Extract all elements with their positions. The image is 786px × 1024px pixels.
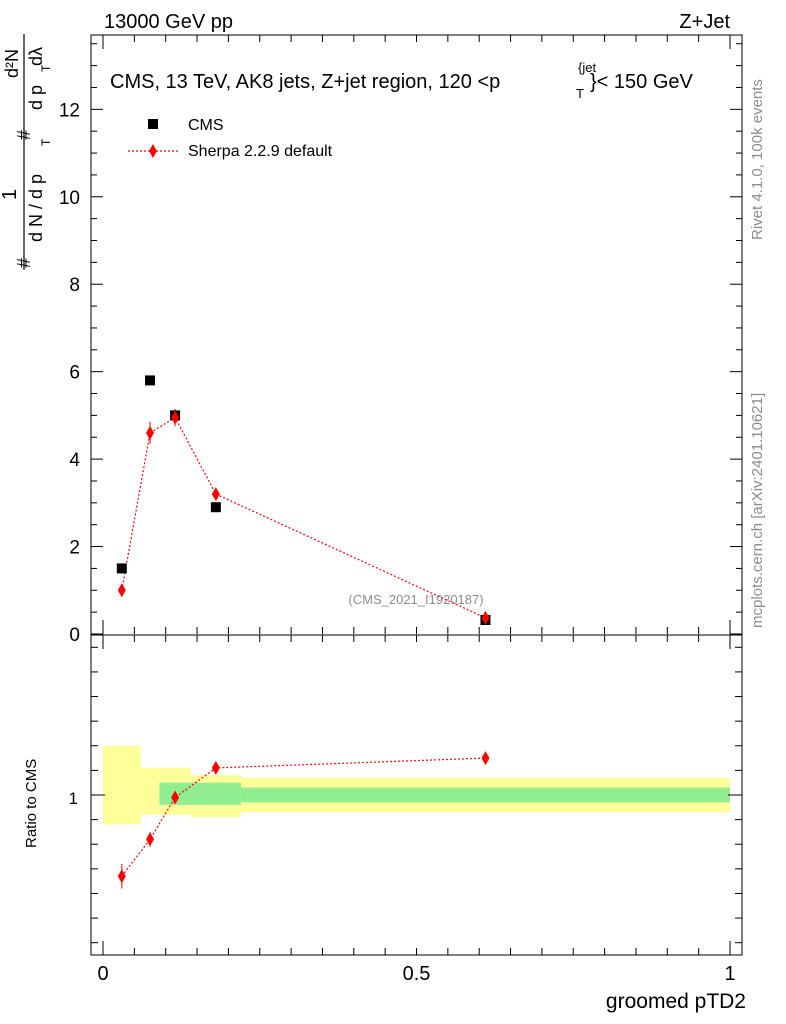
svg-text:d p: d p	[26, 85, 46, 110]
svg-text:dλ: dλ	[26, 47, 46, 66]
svg-text:{jet: {jet	[578, 60, 596, 75]
sherpa-point	[146, 425, 155, 440]
ratio-ylabel: Ratio to CMS	[23, 759, 40, 848]
sherpa-point	[211, 487, 220, 502]
ratio-bands	[103, 745, 730, 825]
x-tick-label: 0	[97, 963, 108, 985]
cms-point	[210, 502, 221, 513]
ratio-plot-panel: Ratio to CMS 1 0 0.5 1 groomed pTD2	[23, 634, 746, 1013]
svg-text:}< 150 GeV: }< 150 GeV	[590, 71, 694, 93]
main-title: CMS, 13 TeV, AK8 jets, Z+jet region, 120…	[110, 60, 694, 101]
legend: CMS Sherpa 2.2.9 default	[128, 117, 333, 160]
sherpa-point	[481, 610, 490, 625]
main-plot-panel: 0 2 4 6 8 10 12 (CMS_2021_I1920187) CMS, 13 Te…	[59, 34, 743, 646]
main-ylabel: # 1 d N / d p T # d²N d p T dλ	[0, 34, 53, 270]
x-tick-label: 1	[724, 963, 735, 985]
sherpa-point	[171, 410, 180, 425]
ratio-sherpa-point	[481, 751, 490, 766]
ratio-ytick-label: 1	[69, 789, 78, 808]
ratio-ticks	[91, 635, 742, 955]
x-axis-label: groomed pTD2	[606, 990, 746, 1013]
ratio-band-yellow	[103, 745, 141, 825]
ratio-series	[117, 751, 490, 889]
svg-text:T: T	[39, 138, 53, 146]
x-tick-labels: 0 0.5 1	[97, 963, 735, 985]
svg-text:T: T	[39, 64, 53, 72]
svg-text:T: T	[576, 86, 584, 101]
legend-marker-cms	[148, 119, 158, 129]
header-right: Z+Jet	[679, 11, 730, 33]
legend-marker-sherpa	[149, 144, 157, 158]
legend-label-sherpa: Sherpa 2.2.9 default	[188, 143, 333, 160]
main-ytick-label: 8	[69, 275, 80, 296]
main-ticks	[91, 35, 742, 635]
main-ytick-label: 12	[59, 100, 80, 121]
ratio-sherpa-point	[146, 832, 155, 847]
legend-label-cms: CMS	[188, 117, 224, 134]
mcplots-label: mcplots.cern.ch [arXiv:2401.10621]	[749, 393, 766, 628]
main-series	[116, 375, 491, 626]
main-ytick-label: 6	[69, 363, 80, 384]
main-ytick-labels: 0 2 4 6 8 10 12	[59, 100, 81, 646]
sherpa-line	[121, 416, 486, 619]
main-ytick-label: 2	[69, 538, 80, 559]
ratio-band-green	[190, 782, 241, 805]
svg-text:1: 1	[0, 189, 21, 200]
main-ytick-label: 0	[69, 625, 80, 646]
svg-text:CMS, 13 TeV, AK8 jets, Z+jet r: CMS, 13 TeV, AK8 jets, Z+jet region, 120…	[110, 71, 500, 93]
cms-point	[116, 563, 127, 574]
ratio-sherpa-point	[211, 760, 220, 775]
main-ytick-label: 10	[59, 188, 80, 209]
svg-text:d N / d p: d N / d p	[26, 174, 46, 242]
cms-point	[145, 375, 156, 386]
watermark: (CMS_2021_I1920187)	[348, 592, 483, 607]
ratio-sherpa-point	[171, 790, 180, 805]
ratio-band-yellow	[140, 767, 160, 815]
main-ytick-label: 4	[69, 450, 80, 471]
ratio-sherpa-point	[117, 869, 126, 884]
ratio-band-green	[240, 787, 730, 803]
x-tick-label: 0.5	[403, 963, 431, 985]
header-left: 13000 GeV pp	[104, 11, 233, 33]
rivet-label: Rivet 4.1.0, 100k events	[749, 79, 766, 240]
sherpa-point	[117, 583, 126, 598]
svg-text:d²N: d²N	[2, 49, 22, 78]
